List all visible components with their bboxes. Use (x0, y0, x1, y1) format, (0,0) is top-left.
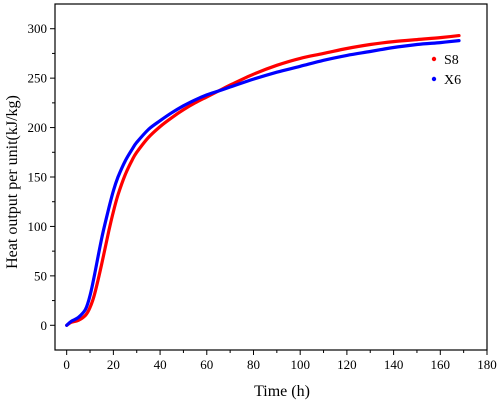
y-tick-label: 300 (28, 21, 48, 36)
plot-frame (54, 3, 488, 351)
legend-marker-x6 (431, 76, 437, 82)
y-tick-label: 50 (34, 268, 47, 283)
y-tick-label: 100 (28, 219, 48, 234)
x-tick-label: 40 (154, 357, 167, 372)
y-axis-title: Heat output per unit(kJ/kg) (4, 95, 21, 269)
legend-label-x6: X6 (444, 73, 461, 88)
y-tick-label: 150 (28, 170, 48, 185)
x-tick-label: 60 (200, 357, 213, 372)
x-axis-ticks: 0 20 40 60 80 100 120 140 160 180 (63, 350, 497, 372)
series-line-s8 (65, 34, 461, 327)
x-tick-label: 140 (384, 357, 404, 372)
series-layer (65, 34, 461, 327)
legend-marker-s8 (431, 56, 437, 62)
x-tick-label: 0 (63, 357, 70, 372)
x-tick-label: 20 (107, 357, 120, 372)
x-axis-title: Time (h) (254, 383, 310, 400)
series-line-x6 (65, 39, 461, 327)
plot-border (54, 3, 488, 351)
x-tick-label: 80 (247, 357, 260, 372)
y-axis-ticks: 0 50 100 150 200 250 300 (28, 21, 55, 333)
x-tick-label: 100 (290, 357, 310, 372)
x-tick-label: 120 (337, 357, 357, 372)
x-tick-label: 160 (431, 357, 451, 372)
y-tick-label: 0 (41, 318, 48, 333)
x-tick-label: 180 (477, 357, 497, 372)
y-tick-label: 200 (28, 120, 48, 135)
legend-label-s8: S8 (444, 53, 459, 68)
y-tick-label: 250 (28, 71, 48, 86)
